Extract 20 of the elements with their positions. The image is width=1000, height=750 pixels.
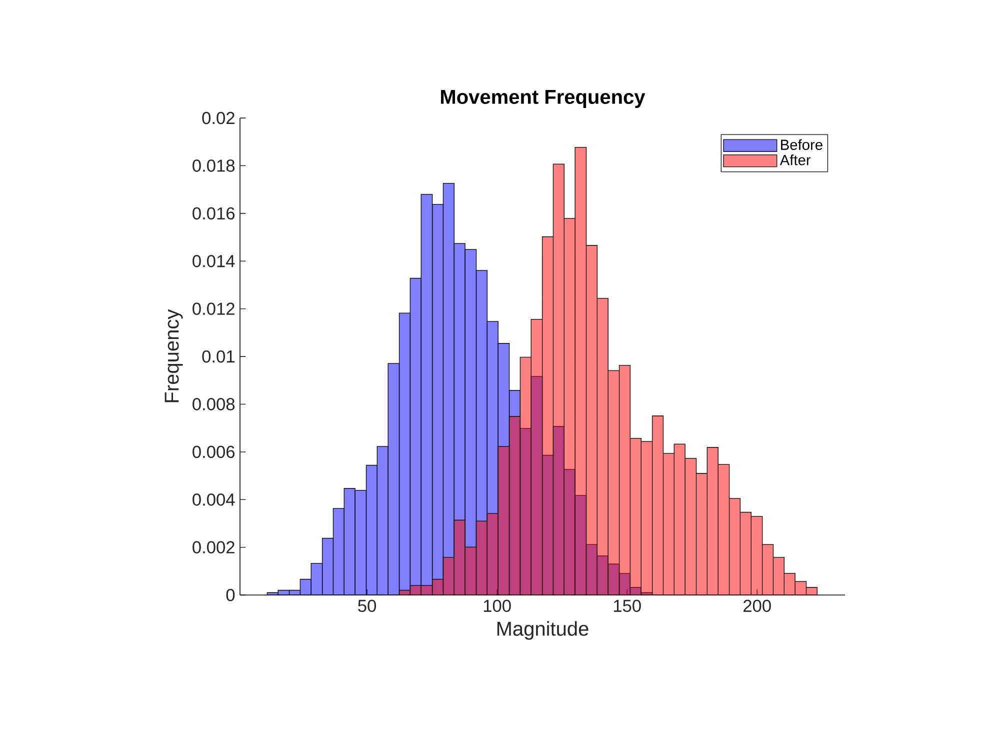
legend-label: Before (781, 139, 822, 150)
y-tick-label: 0.018 (192, 160, 235, 172)
x-tick-label: 200 (744, 600, 771, 612)
y-tick-label: 0.002 (192, 541, 234, 554)
y-tick-label: 0.012 (192, 302, 234, 315)
y-tick-label: 0.01 (202, 350, 234, 363)
y-tick-label: 0 (226, 588, 235, 602)
chart-title: Movement Frequency (441, 90, 646, 108)
legend-label: After (780, 154, 811, 166)
y-tick-label: 0.004 (192, 493, 235, 506)
y-tick-label: 0.014 (192, 254, 235, 268)
y-axis-title: Frequency (164, 309, 183, 402)
y-tick-label: 0.006 (192, 446, 235, 458)
x-axis-title: Magnitude (497, 621, 588, 640)
y-tick-label: 0.02 (202, 112, 234, 124)
y-tick-label: 0.016 (192, 207, 235, 220)
x-tick-label: 50 (358, 600, 376, 612)
x-tick-label: 100 (484, 600, 511, 612)
x-tick-label: 150 (614, 600, 641, 612)
y-tick-label: 0.008 (192, 398, 235, 410)
